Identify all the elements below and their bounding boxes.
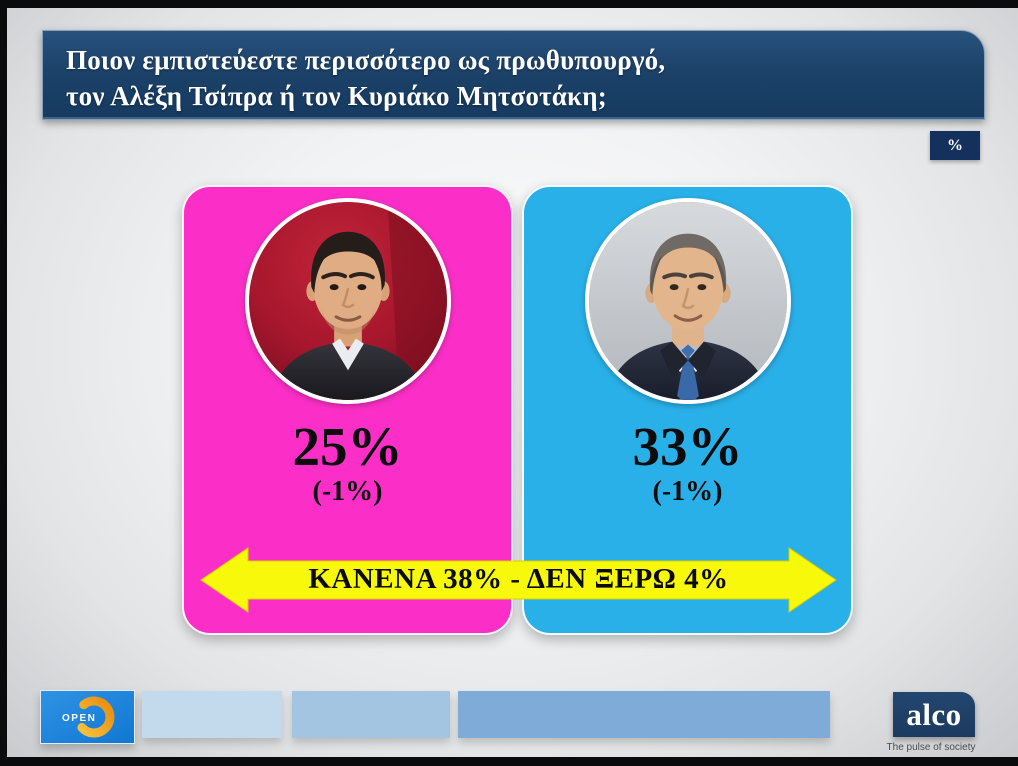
open-channel-logo: OPEN xyxy=(40,690,135,744)
question-banner: Ποιον εμπιστεύεστε περισσότερο ως πρωθυπ… xyxy=(42,30,985,120)
none-dontknow-arrow: ΚΑΝΕΝΑ 38% - ΔΕΝ ΞΕΡΩ 4% xyxy=(200,547,837,613)
none-dontknow-label: ΚΑΝΕΝΑ 38% - ΔΕΝ ΞΕΡΩ 4% xyxy=(308,563,729,595)
tsipras-card: 25% (-1%) xyxy=(182,185,513,635)
alco-tagline: The pulse of society xyxy=(886,742,976,753)
mitsotakis-change: (-1%) xyxy=(652,476,723,507)
double-arrow-icon xyxy=(200,547,837,613)
tsipras-change: (-1%) xyxy=(312,476,383,507)
percent-badge: % xyxy=(930,131,980,160)
alco-logo-text: alco xyxy=(906,696,962,732)
slide-background: Ποιον εμπιστεύεστε περισσότερο ως πρωθυπ… xyxy=(7,8,1018,757)
question-line-2: τον Αλέξη Τσίπρα ή τον Κυριάκο Μητσοτάκη… xyxy=(66,81,607,111)
question-line-1: Ποιον εμπιστεύεστε περισσότερο ως πρωθυπ… xyxy=(66,45,666,75)
alco-logo: alco xyxy=(893,692,975,737)
tsipras-portrait-illustration xyxy=(248,202,447,400)
percent-badge-label: % xyxy=(947,136,963,154)
open-logo-icon: OPEN xyxy=(41,691,134,743)
mitsotakis-value: 33% xyxy=(632,416,743,477)
footer-bar-2 xyxy=(292,691,450,738)
open-logo-text: OPEN xyxy=(62,713,96,724)
footer-bar-1 xyxy=(142,691,282,738)
footer-bar-3 xyxy=(458,691,830,738)
mitsotakis-portrait-illustration xyxy=(588,202,787,400)
tsipras-value: 25% xyxy=(292,416,403,477)
tsipras-photo xyxy=(244,198,451,404)
mitsotakis-photo xyxy=(584,198,791,404)
